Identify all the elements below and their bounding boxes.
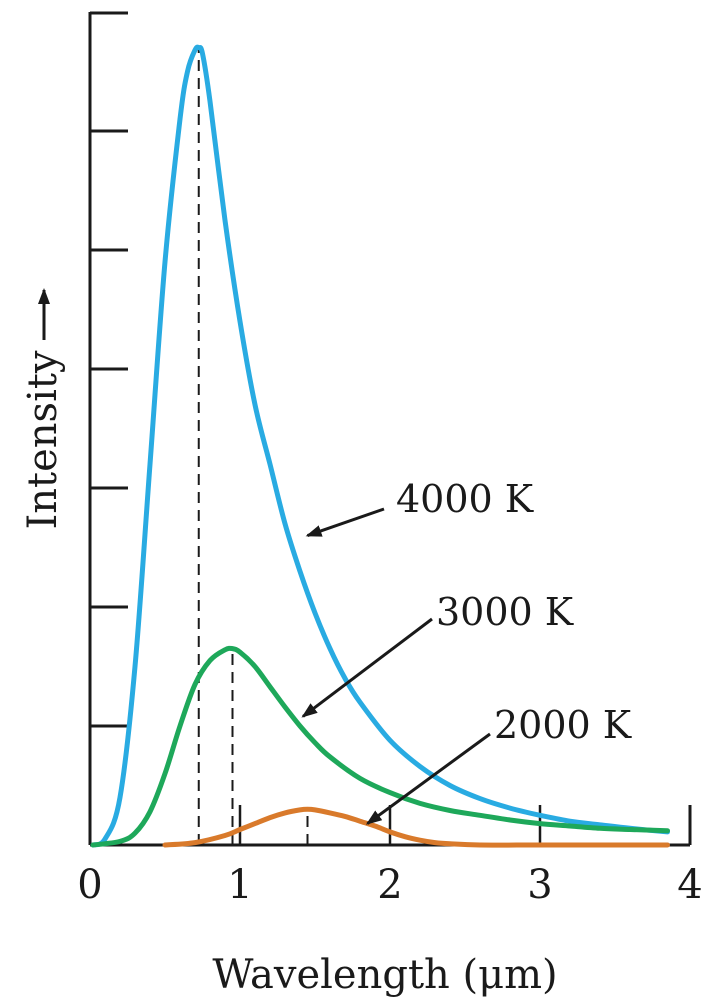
curve-4000-k — [90, 44, 670, 848]
series-label-2000-k: 2000 K — [494, 703, 632, 747]
y-axis-label: Intensity — [20, 350, 66, 529]
annotation-arrow-2000-k — [365, 732, 491, 825]
x-tick-label-3: 3 — [527, 862, 552, 908]
curve-2000-k — [162, 806, 670, 848]
y-ticks — [90, 129, 128, 728]
curve-3000-k — [90, 645, 670, 848]
annotation-arrow-4000-k — [305, 507, 385, 538]
x-tick-label-1: 1 — [227, 862, 252, 908]
curves — [90, 44, 670, 848]
series-label-4000-k: 4000 K — [396, 477, 534, 521]
x-tick-label-4: 4 — [677, 862, 702, 908]
series-label-3000-k: 3000 K — [436, 590, 574, 634]
x-axis-label: Wavelength (μm) — [212, 952, 557, 998]
annotation-arrow-3000-k — [301, 617, 433, 718]
annotations: 4000 K 3000 K 2000 K — [301, 477, 632, 825]
x-tick-labels: 0 1 2 3 4 — [77, 862, 702, 908]
peak-lines — [197, 47, 309, 845]
y-axis-label-group: Intensity — [20, 288, 66, 530]
x-tick-label-0: 0 — [77, 862, 102, 908]
x-tick-label-2: 2 — [377, 862, 402, 908]
